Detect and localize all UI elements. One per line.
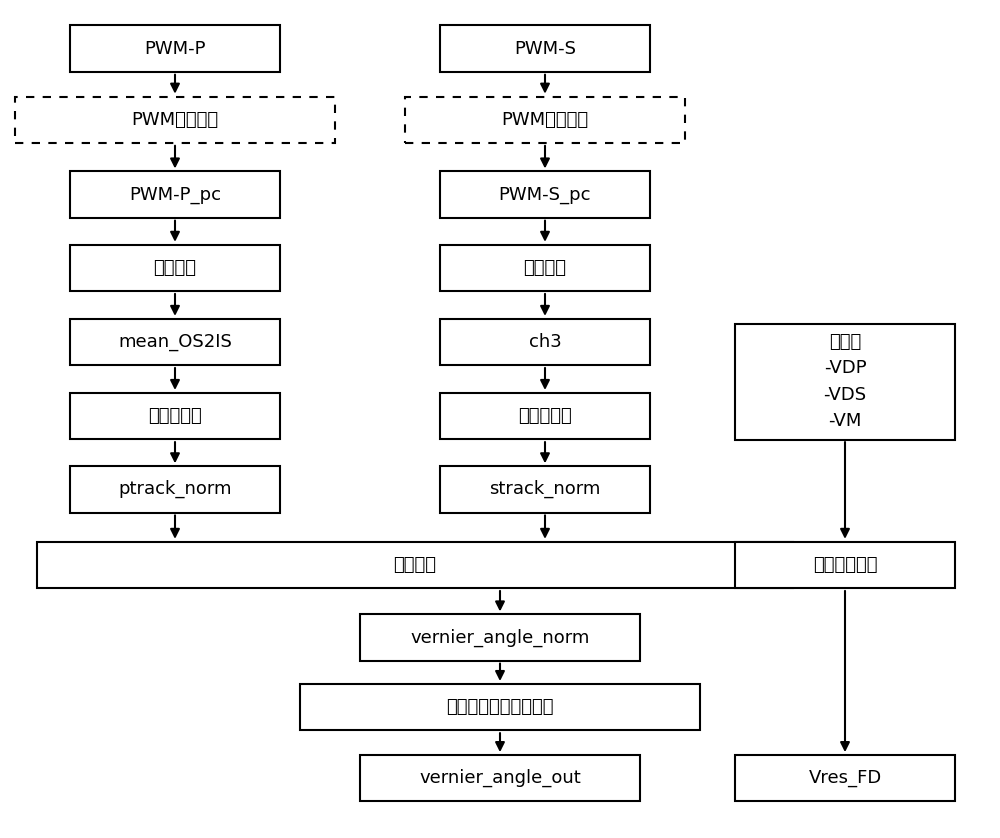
Text: 游标算法: 游标算法 (394, 556, 436, 574)
Text: vernier_angle_norm: vernier_angle_norm (410, 628, 590, 647)
Bar (405, 96, 685, 143)
Bar (440, 393, 650, 439)
Bar (360, 614, 640, 660)
Text: strack_norm: strack_norm (489, 480, 601, 499)
Bar (440, 466, 650, 513)
Text: 信号调整: 信号调整 (524, 259, 566, 277)
Bar (440, 245, 650, 291)
Bar (37, 541, 792, 588)
Text: PWM协议检测: PWM协议检测 (131, 111, 219, 129)
Bar (15, 96, 335, 143)
Bar (70, 171, 280, 218)
Bar (70, 318, 280, 365)
Text: 游标余量计算: 游标余量计算 (813, 556, 877, 574)
Bar (300, 684, 700, 730)
Bar (440, 171, 650, 218)
Text: 标准化处理: 标准化处理 (148, 407, 202, 425)
Text: mean_OS2IS: mean_OS2IS (118, 333, 232, 351)
Text: Vres_FD: Vres_FD (808, 769, 882, 787)
Bar (440, 318, 650, 365)
Text: 补偿值纠正和值域调整: 补偿值纠正和值域调整 (446, 698, 554, 716)
Text: ch3: ch3 (529, 333, 561, 351)
Text: 标准化处理: 标准化处理 (518, 407, 572, 425)
Text: PWM-S: PWM-S (514, 39, 576, 58)
Bar (735, 541, 955, 588)
Bar (70, 25, 280, 72)
Text: 信号调整: 信号调整 (154, 259, 196, 277)
Text: PWM-P_pc: PWM-P_pc (129, 185, 221, 204)
Text: ptrack_norm: ptrack_norm (118, 480, 232, 499)
Bar (360, 755, 640, 801)
Text: PWM-S_pc: PWM-S_pc (499, 185, 591, 204)
Text: PWM-P: PWM-P (144, 39, 206, 58)
Text: PWM协议检测: PWM协议检测 (501, 111, 589, 129)
Bar (440, 25, 650, 72)
Bar (70, 393, 280, 439)
Bar (70, 245, 280, 291)
Bar (735, 323, 955, 440)
Text: vernier_angle_out: vernier_angle_out (419, 769, 581, 787)
Text: 常数：
-VDP
-VDS
-VM: 常数： -VDP -VDS -VM (823, 333, 867, 430)
Bar (70, 466, 280, 513)
Bar (735, 755, 955, 801)
